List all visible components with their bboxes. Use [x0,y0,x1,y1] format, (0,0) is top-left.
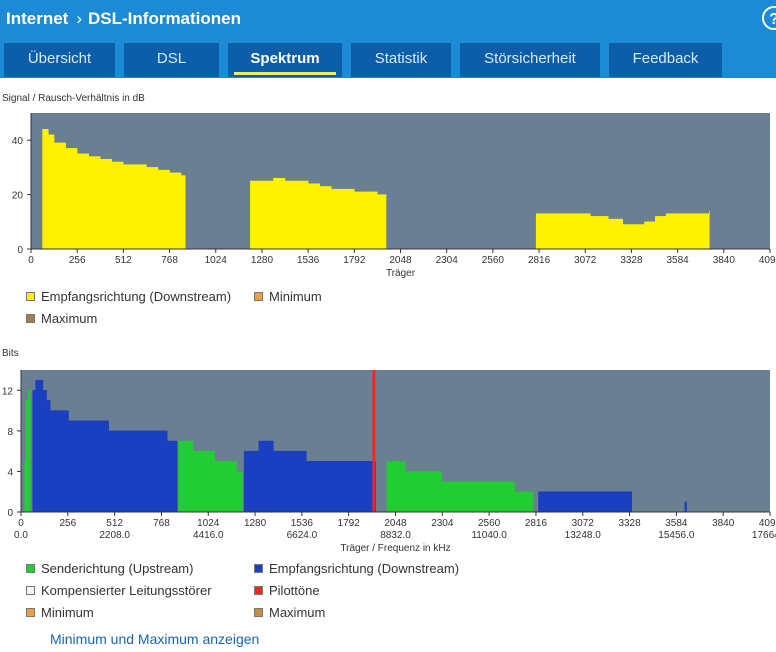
series-area [538,491,633,513]
header-bar: Internet › DSL-Informationen ? Übersicht… [0,0,776,78]
x-tick-label: 1280 [244,518,267,529]
series-area [178,440,243,513]
freq-tick-label: 8832.0 [380,530,411,541]
y-tick-label: 8 [7,427,13,438]
x-tick-label: 3072 [572,518,595,529]
x-tick-label: 3072 [574,255,597,266]
legend-item-maximum[interactable]: Maximum [254,605,325,620]
x-tick-label: 3328 [620,255,643,266]
series-area [386,461,534,513]
series-area [42,129,186,250]
series-area [250,178,387,250]
legend-item-pilot[interactable]: Pilottöne [254,583,320,598]
tab-uebersicht[interactable]: Übersicht [4,43,115,77]
legend-swatch [26,564,35,573]
x-tick-label: 3840 [713,255,736,266]
y-tick-label: 40 [12,136,24,147]
x-tick-label: 2304 [431,518,454,529]
legend-item-minimum[interactable]: Minimum [26,605,94,620]
y-tick-label: 4 [7,467,13,478]
x-tick-label: 512 [115,255,132,266]
x-tick-label: 1024 [197,518,220,529]
y-tick-label: 0 [7,508,13,519]
x-tick-label: 2048 [389,255,412,266]
legend-item-snr-minimum[interactable]: Minimum [254,289,322,304]
x-tick-label: 256 [59,518,76,529]
series-area [535,210,710,250]
x-tick-label: 1792 [338,518,361,529]
x-tick-label: 4096 [759,255,776,266]
show-minmax-link[interactable]: Minimum und Maximum anzeigen [50,631,260,647]
x-tick-label: 0 [18,518,24,529]
legend-item-upstream[interactable]: Senderichtung (Upstream) [26,561,193,576]
x-tick-label: 4096 [759,518,776,529]
freq-tick-label: 15456.0 [658,530,695,541]
x-tick-label: 2816 [528,255,551,266]
legend-item-snr-maximum[interactable]: Maximum [26,311,97,326]
x-tick-label: 0 [28,255,34,266]
x-tick-label: 512 [106,518,123,529]
legend-item-compensated[interactable]: Kompensierter Leitungsstörer [26,583,212,598]
x-tick-label: 3584 [665,518,688,529]
freq-tick-label: 6624.0 [287,530,318,541]
y-tick-label: 20 [12,191,24,202]
legend-swatch [254,292,263,301]
x-tick-label: 768 [161,255,178,266]
x-axis-title: Träger / Frequenz in kHz [340,543,450,554]
series-area [243,440,377,513]
legend-swatch [254,608,263,617]
series-area [32,379,178,513]
snr-chart-title: Signal / Rausch-Verhältnis in dB [2,93,145,104]
y-tick-label: 0 [17,245,23,256]
y-tick-label: 12 [2,386,14,397]
legend-item-snr-downstream[interactable]: Empfangsrichtung (Downstream) [26,289,231,304]
tab-statistik[interactable]: Statistik [351,43,451,77]
x-tick-label: 2560 [482,255,505,266]
page-title: DSL-Informationen [88,9,242,28]
legend-swatch [254,564,263,573]
x-tick-label: 1536 [297,255,320,266]
breadcrumb-section[interactable]: Internet [6,9,69,28]
legend-swatch [26,608,35,617]
freq-tick-label: 0.0 [14,530,28,541]
x-tick-label: 2048 [384,518,407,529]
tab-feedback[interactable]: Feedback [609,43,722,77]
breadcrumb: Internet › DSL-Informationen [6,9,241,29]
freq-tick-label: 2208.0 [99,530,130,541]
x-tick-label: 2304 [436,255,459,266]
x-tick-label: 1280 [251,255,274,266]
legend-item-downstream[interactable]: Empfangsrichtung (Downstream) [254,561,459,576]
help-icon[interactable]: ? [762,6,776,30]
x-tick-label: 256 [69,255,86,266]
freq-tick-label: 17664.0 [752,530,776,541]
tab-dsl[interactable]: DSL [124,43,219,77]
legend-swatch [26,586,35,595]
x-tick-label: 768 [153,518,170,529]
legend-swatch [26,314,35,323]
x-tick-label: 1024 [205,255,228,266]
bits-chart: 0 4 8 12 0 256 512 768 1024 1280 1536 1792 2048 2304 2… [2,370,776,554]
x-tick-label: 1792 [343,255,366,266]
x-tick-label: 3328 [618,518,641,529]
freq-tick-label: 11040.0 [471,530,507,541]
freq-tick-label: 4416.0 [193,530,224,541]
legend-swatch [26,292,35,301]
x-tick-label: 3584 [667,255,690,266]
x-tick-label: 2560 [478,518,501,529]
chevron-right-icon: › [76,9,83,28]
legend-swatch [254,586,263,595]
tab-spektrum[interactable]: Spektrum [228,43,342,77]
x-tick-label: 3840 [712,518,735,529]
freq-tick-label: 13248.0 [565,530,602,541]
x-tick-label: 1536 [291,518,314,529]
snr-chart: 0 20 40 0 256 512 768 1024 1280 1536 1792 2048 2304 2… [12,113,776,279]
x-axis-title: Träger [386,268,416,279]
bits-chart-title: Bits [2,348,19,359]
series-area [24,390,31,513]
tab-stoersicherheit[interactable]: Störsicherheit [460,43,600,77]
x-tick-label: 2816 [525,518,548,529]
